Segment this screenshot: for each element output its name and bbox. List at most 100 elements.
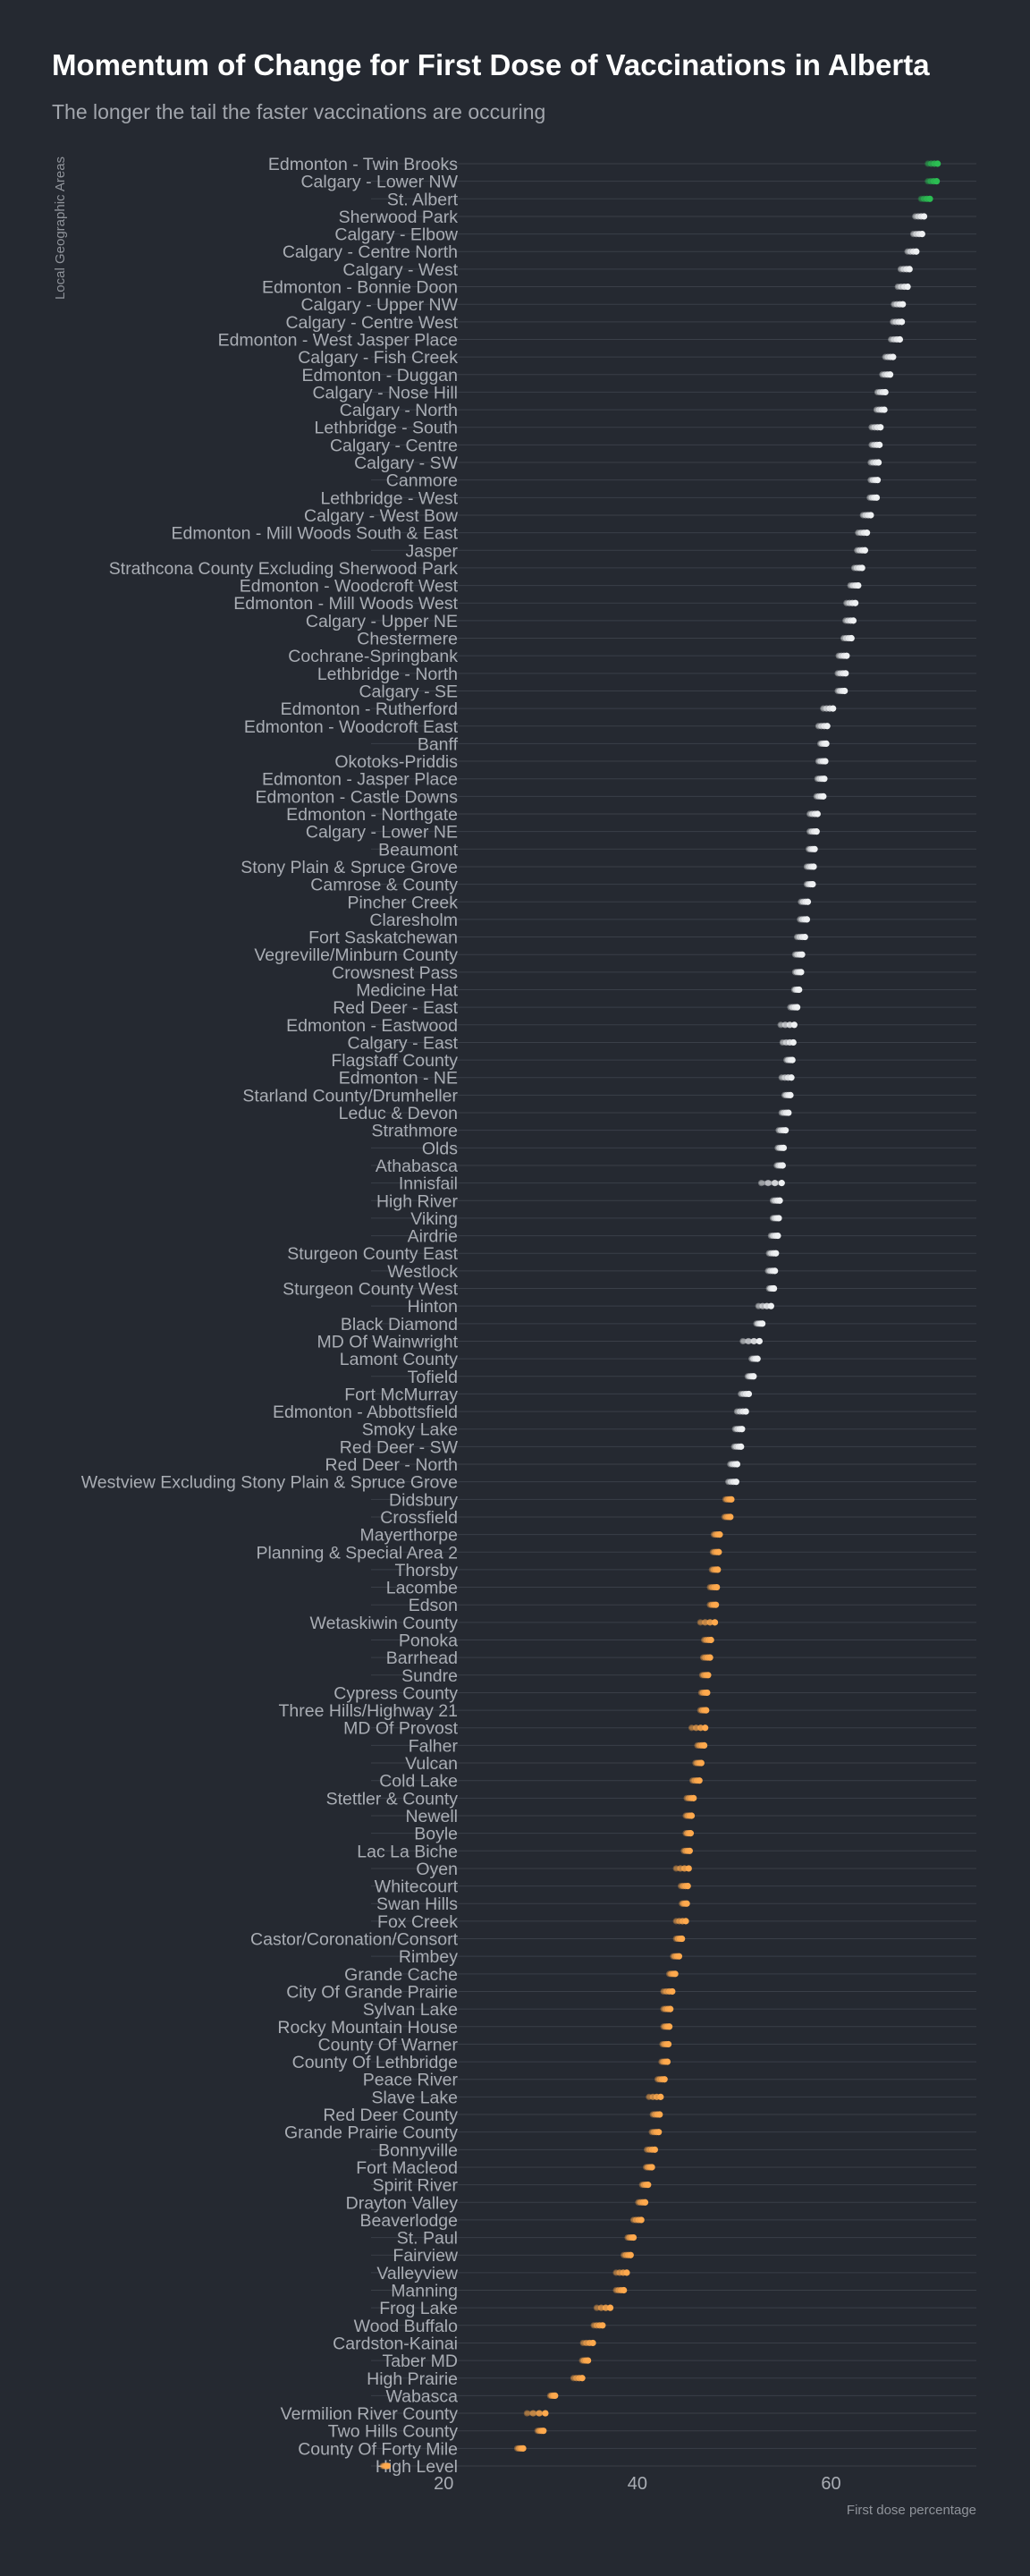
area-label: Fort Macleod xyxy=(356,2158,458,2178)
area-label: Calgary - Lower NE xyxy=(306,823,458,843)
data-point xyxy=(918,230,925,238)
area-label: Cold Lake xyxy=(379,1772,458,1792)
area-label: Westlock xyxy=(387,1262,458,1282)
data-point xyxy=(705,1672,712,1679)
data-point xyxy=(777,1021,784,1029)
data-point xyxy=(701,1741,708,1749)
data-point xyxy=(780,1144,788,1151)
area-label: Rocky Mountain House xyxy=(277,2018,458,2038)
data-point xyxy=(772,1250,780,1257)
area-label: Mayerthorpe xyxy=(360,1526,458,1546)
area-label: Fort McMurray xyxy=(344,1385,458,1404)
data-point xyxy=(899,301,907,308)
area-label: Edmonton - Woodcroft West xyxy=(240,577,459,597)
data-point xyxy=(814,810,821,818)
data-point xyxy=(813,828,820,835)
area-label: Valleyview xyxy=(376,2264,459,2284)
data-point xyxy=(874,459,882,466)
data-point xyxy=(772,1180,779,1187)
data-point xyxy=(542,2410,549,2417)
area-label: Sylvan Lake xyxy=(363,2000,458,2020)
data-point xyxy=(841,687,848,695)
area-label: Jasper xyxy=(405,541,458,561)
data-point xyxy=(926,195,933,202)
data-point xyxy=(742,1408,749,1415)
area-label: Peace River xyxy=(363,2071,459,2090)
area-label: Banff xyxy=(418,734,459,754)
data-point xyxy=(692,1724,700,1732)
data-point xyxy=(933,178,941,185)
area-label: Edmonton - West Jasper Place xyxy=(218,330,458,350)
area-label: Airdrie xyxy=(408,1227,458,1247)
area-label: Viking xyxy=(410,1209,458,1229)
data-point xyxy=(727,1513,734,1521)
data-point xyxy=(890,353,897,360)
data-point xyxy=(873,494,881,501)
data-point xyxy=(686,1847,693,1854)
data-point xyxy=(809,881,816,888)
data-point xyxy=(523,2410,530,2417)
area-label: Calgary - Upper NW xyxy=(300,295,458,315)
area-label: Hinton xyxy=(408,1297,458,1317)
area-label: Rimbey xyxy=(399,1947,458,1967)
data-point xyxy=(687,1830,695,1837)
data-point xyxy=(739,1337,747,1345)
area-label: Beaverlodge xyxy=(360,2211,459,2231)
area-label: Sturgeon County East xyxy=(287,1244,458,1264)
data-point xyxy=(664,2040,672,2048)
data-point xyxy=(767,1302,774,1309)
data-point xyxy=(898,318,906,326)
area-label: Calgary - Centre North xyxy=(283,242,458,262)
data-point xyxy=(621,2286,628,2294)
area-label: Three Hills/Highway 21 xyxy=(279,1701,459,1721)
area-label: Edmonton - Mill Woods South & East xyxy=(172,524,459,544)
data-point xyxy=(739,1426,746,1433)
data-point xyxy=(821,775,828,783)
area-label: St. Paul xyxy=(397,2229,458,2249)
area-label: Edmonton - Twin Brooks xyxy=(268,155,458,174)
data-point xyxy=(651,2146,658,2153)
area-label: Castor/Coronation/Consort xyxy=(250,1930,459,1950)
area-label: Red Deer - SW xyxy=(340,1437,459,1457)
area-label: Barrhead xyxy=(386,1648,458,1668)
area-label: Tofield xyxy=(408,1368,458,1387)
area-label: Leduc & Devon xyxy=(339,1104,458,1123)
data-point xyxy=(774,1232,781,1240)
data-point xyxy=(881,406,888,413)
data-point xyxy=(623,2269,630,2276)
x-axis-title: First dose percentage xyxy=(847,2503,976,2518)
data-point xyxy=(822,758,829,765)
area-label: Slave Lake xyxy=(372,2088,458,2107)
data-point xyxy=(663,2058,671,2065)
data-point xyxy=(874,477,882,484)
area-label: County Of Warner xyxy=(318,2035,459,2055)
data-point xyxy=(756,1337,763,1345)
chart-subtitle: The longer the tail the faster vaccinati… xyxy=(52,100,546,123)
area-label: Red Deer - East xyxy=(333,998,458,1018)
data-point xyxy=(384,2462,392,2470)
chart-title: Momentum of Change for First Dose of Vac… xyxy=(52,48,930,81)
area-label: Calgary - Lower NW xyxy=(300,173,458,192)
area-label: MD Of Wainwright xyxy=(317,1332,459,1352)
data-point xyxy=(858,564,865,572)
data-point xyxy=(697,1619,704,1626)
data-point xyxy=(685,1865,692,1872)
area-label: Edmonton - Bonnie Doon xyxy=(262,278,458,298)
data-point xyxy=(886,371,894,378)
area-label: Two Hills County xyxy=(328,2422,458,2442)
area-label: Vegreville/Minburn County xyxy=(254,945,458,965)
area-label: County Of Forty Mile xyxy=(298,2439,458,2459)
area-label: Edmonton - Castle Downs xyxy=(255,787,458,807)
data-point xyxy=(655,2129,663,2136)
data-point xyxy=(855,581,862,589)
area-label: Whitecourt xyxy=(375,1877,459,1897)
area-label: High Prairie xyxy=(367,2369,458,2389)
data-point xyxy=(863,530,871,537)
area-label: City Of Grande Prairie xyxy=(286,1982,458,2002)
data-point xyxy=(536,2410,543,2417)
data-point xyxy=(798,951,806,958)
data-points xyxy=(379,160,941,2470)
data-point xyxy=(843,652,850,659)
data-point xyxy=(782,1127,789,1134)
data-point xyxy=(790,1021,798,1029)
